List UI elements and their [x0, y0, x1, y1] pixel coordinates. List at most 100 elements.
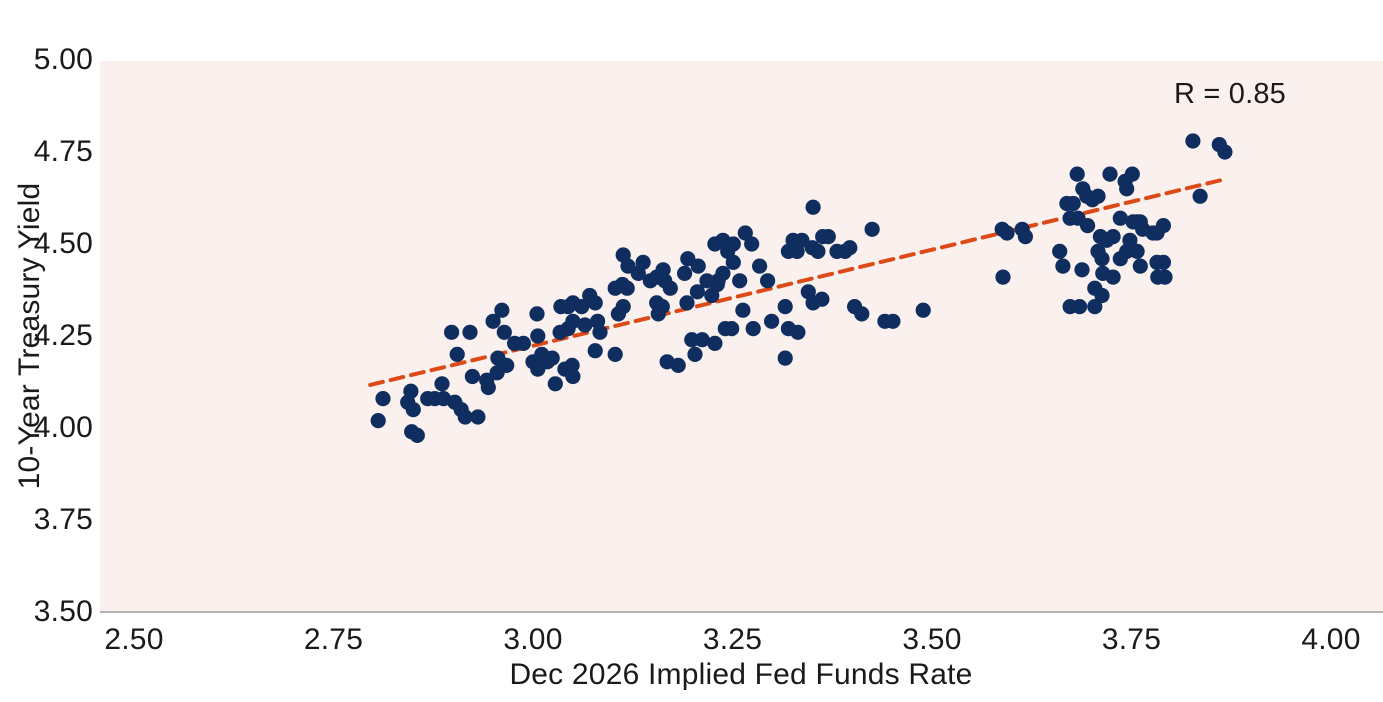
scatter-point [1102, 166, 1118, 182]
scatter-point [619, 280, 635, 296]
scatter-point [444, 324, 460, 340]
scatter-point [1135, 221, 1151, 237]
x-tick-label: 3.75 [1101, 623, 1162, 656]
scatter-point [1119, 181, 1135, 197]
scatter-point [885, 313, 901, 329]
scatter-point [777, 299, 793, 315]
scatter-point [1124, 166, 1140, 182]
scatter-point [995, 269, 1011, 285]
scatter-point [565, 368, 581, 385]
scatter-point [684, 332, 700, 348]
scatter-point [785, 232, 801, 248]
scatter-point [1105, 229, 1121, 245]
scatter-point [607, 346, 623, 362]
scatter-point [650, 306, 666, 322]
x-tick-label: 2.75 [303, 623, 364, 656]
scatter-point [725, 236, 741, 252]
scatter-point [764, 313, 780, 329]
x-tick-label: 3.25 [702, 623, 763, 656]
scatter-point [760, 273, 776, 289]
scatter-point [699, 273, 715, 289]
scatter-point [1129, 243, 1145, 259]
scatter-point [375, 391, 391, 407]
scatter-point [544, 350, 560, 366]
scatter-point [630, 265, 646, 281]
scatter-point [574, 299, 590, 315]
scatter-point [462, 324, 478, 340]
y-tick-label: 3.50 [33, 595, 93, 628]
scatter-point [485, 313, 501, 329]
scatter-point [1192, 188, 1208, 204]
scatter-point [805, 199, 821, 215]
scatter-point [815, 229, 831, 245]
scatter-point [814, 291, 830, 307]
scatter-point [1105, 269, 1121, 285]
scatter-point [1094, 251, 1110, 267]
scatter-point [745, 321, 761, 337]
scatter-point [592, 324, 608, 340]
x-axis-title: Dec 2026 Implied Fed Funds Rate [509, 658, 973, 691]
scatter-point [687, 346, 703, 362]
scatter-point [677, 265, 693, 281]
scatter-point [1132, 258, 1148, 274]
scatter-point [494, 302, 510, 318]
scatter-point [1052, 243, 1068, 259]
scatter-point [577, 317, 593, 333]
y-tick-label: 4.00 [33, 411, 93, 444]
scatter-point [732, 273, 748, 289]
scatter-point [480, 379, 496, 396]
scatter-point [679, 295, 695, 311]
scatter-point [810, 243, 826, 259]
correlation-annotation: R = 0.85 [1173, 78, 1287, 110]
scatter-point [1217, 144, 1233, 160]
trend-line [368, 177, 1224, 387]
scatter-point [752, 258, 768, 274]
y-tick-label: 3.75 [33, 503, 93, 536]
scatter-point [842, 240, 858, 256]
scatter-point [587, 295, 603, 311]
scatter-point [694, 332, 710, 348]
scatter-point [499, 357, 515, 373]
scatter-point [744, 236, 760, 252]
scatter-point [1087, 299, 1103, 315]
scatter-point [470, 409, 486, 425]
plot-area-background [100, 61, 1383, 612]
scatter-point [915, 302, 931, 318]
scatter-point [670, 357, 686, 373]
scatter-point [1157, 269, 1173, 285]
scatter-point [864, 221, 880, 237]
scatter-point [710, 273, 726, 289]
x-tick-label: 4.00 [1301, 623, 1361, 656]
scatter-point [737, 225, 753, 241]
scatter-point [725, 254, 741, 270]
scatter-point [457, 409, 473, 425]
x-tick-label: 2.50 [104, 623, 164, 656]
scatter-point [405, 402, 421, 418]
scatter-point [515, 335, 532, 351]
scatter-point [1185, 133, 1201, 149]
scatter-point [717, 321, 733, 337]
scatter-point [707, 335, 723, 351]
scatter-point [1074, 262, 1090, 278]
scatter-point [449, 346, 465, 362]
scatter-point [1094, 287, 1110, 304]
scatter-point [615, 299, 631, 315]
scatter-point [1155, 218, 1171, 234]
scatter-point [1065, 195, 1081, 212]
scatter-point [529, 306, 545, 322]
scatter-point [1112, 251, 1128, 267]
scatter-point [1062, 299, 1078, 315]
scatter-point [735, 302, 751, 318]
x-tick-label: 3.00 [503, 623, 563, 656]
y-tick-label: 4.50 [33, 227, 93, 260]
scatter-point [1069, 166, 1085, 182]
scatter-point [854, 306, 870, 322]
scatter-point [1080, 218, 1096, 234]
scatter-point [690, 258, 706, 274]
y-tick-label: 5.00 [33, 43, 93, 76]
scatter-point [607, 280, 623, 296]
scatter-point [790, 324, 806, 340]
scatter-point [496, 324, 512, 340]
